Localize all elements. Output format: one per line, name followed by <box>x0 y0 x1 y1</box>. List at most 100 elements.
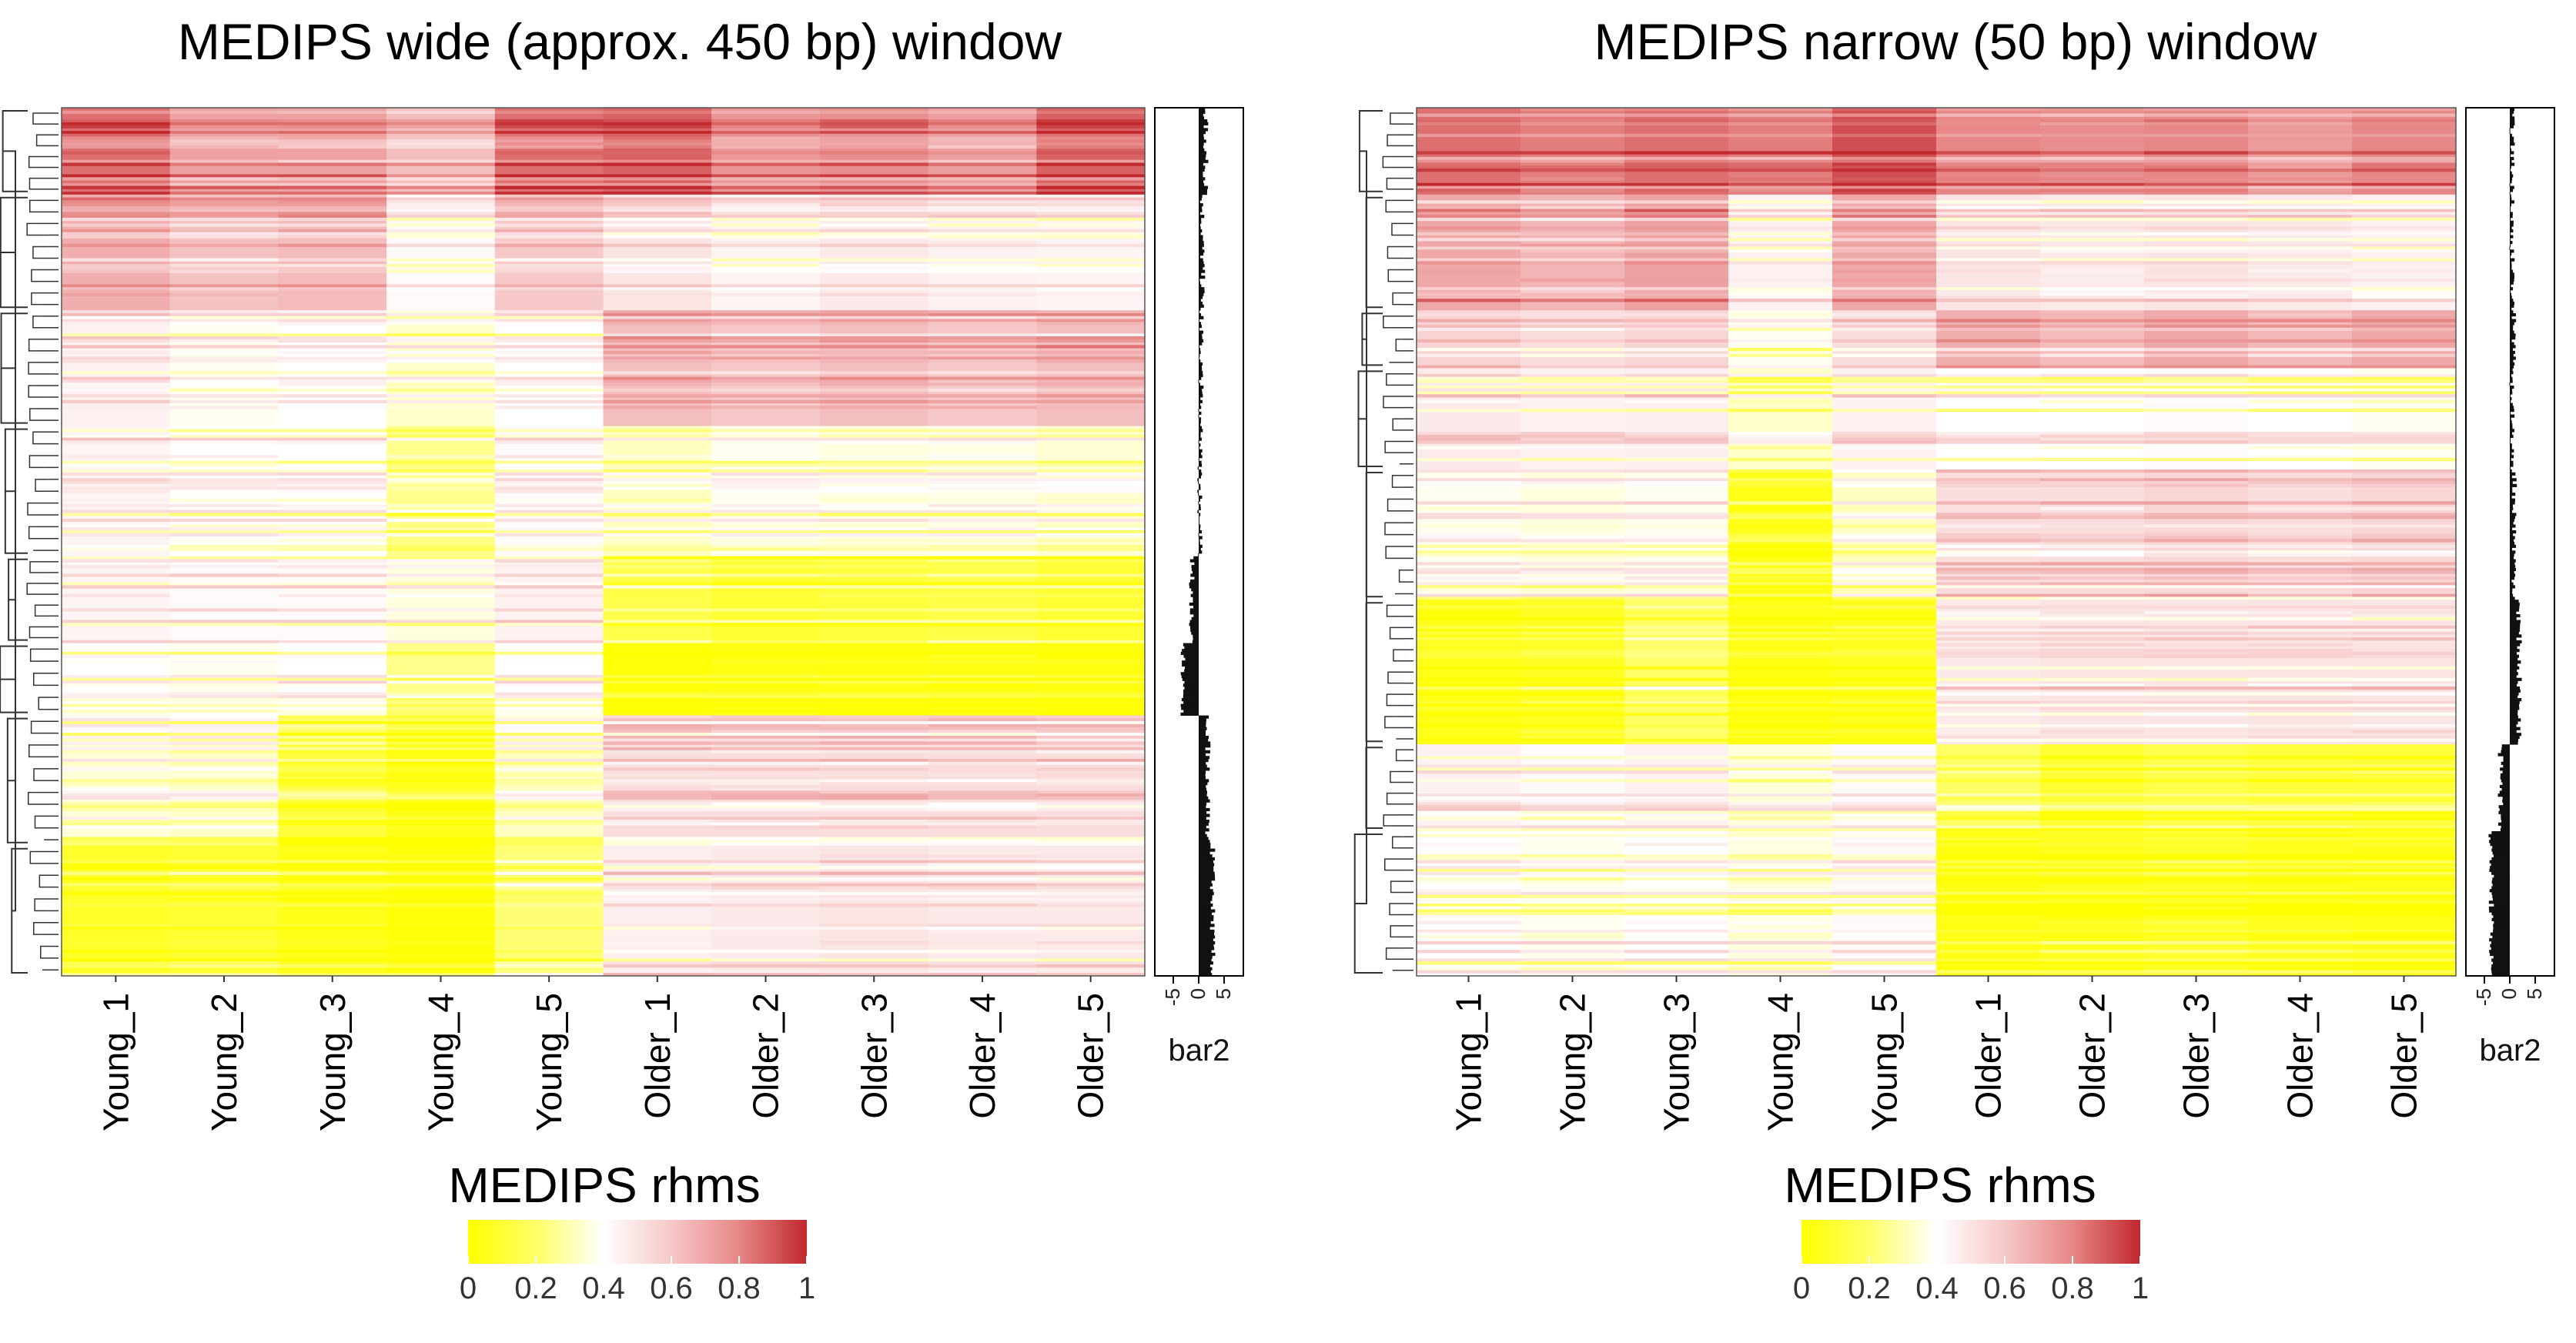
heatmap-cell <box>2040 703 2145 707</box>
side-bar-value <box>2510 353 2514 357</box>
heatmap-cell <box>2144 394 2249 398</box>
heatmap-cell <box>819 527 929 531</box>
heatmap-cell <box>928 741 1037 745</box>
heatmap-cell <box>2144 935 2249 939</box>
heatmap-cell <box>278 660 387 664</box>
heatmap-cell <box>1036 136 1146 140</box>
side-bar-value <box>2510 565 2516 569</box>
heatmap-cell <box>1521 712 1625 717</box>
heatmap-cell <box>603 973 712 977</box>
side-bar-value <box>2509 440 2511 444</box>
heatmap-cell <box>1728 866 1833 870</box>
heatmap-cell <box>928 767 1037 771</box>
heatmap-cell <box>819 145 929 149</box>
heatmap-cell <box>169 339 279 343</box>
heatmap-cell <box>278 741 387 745</box>
heatmap-cell <box>1521 269 1625 273</box>
heatmap-cell <box>1417 339 1521 343</box>
heatmap-cell <box>1832 215 1937 219</box>
heatmap-cell <box>1832 950 1937 954</box>
heatmap-cell <box>819 339 929 343</box>
heatmap-cell <box>1521 182 1625 187</box>
side-bar-value <box>2510 556 2514 560</box>
side-bar-value <box>1199 761 1206 765</box>
heatmap-cell <box>494 310 604 314</box>
heatmap-cell <box>62 429 171 433</box>
heatmap-cell <box>928 819 1037 824</box>
heatmap-cell <box>1417 614 1521 618</box>
heatmap-cell <box>278 162 387 166</box>
heatmap-cell <box>711 406 821 409</box>
heatmap-cell <box>278 371 387 375</box>
heatmap-cell <box>1417 122 1521 126</box>
dendrogram-branch <box>1365 747 1383 829</box>
heatmap-cell <box>2248 880 2353 884</box>
heatmap-cell <box>711 136 821 140</box>
heatmap-cell <box>711 110 821 115</box>
side-bar-value <box>2510 576 2515 580</box>
heatmap-cell <box>494 530 604 534</box>
heatmap-cell <box>1936 576 2041 580</box>
heatmap-cell <box>62 524 171 528</box>
heatmap-cell <box>2352 585 2457 589</box>
heatmap-cell <box>819 741 929 745</box>
heatmap-cell <box>386 530 496 534</box>
heatmap-cell <box>2248 961 2353 965</box>
heatmap-cell <box>1936 159 2041 163</box>
heatmap-cell <box>1036 733 1146 737</box>
heatmap-cell <box>1417 810 1521 814</box>
heatmap-cell <box>2040 735 2145 740</box>
dendrogram-branch <box>1383 814 1403 827</box>
dendrogram-branch <box>1390 925 1400 938</box>
heatmap-cell <box>2352 209 2457 212</box>
heatmap-cell <box>2248 327 2353 332</box>
heatmap-cell <box>1036 651 1146 656</box>
heatmap-cell <box>494 440 604 444</box>
heatmap-cell <box>603 761 712 766</box>
heatmap-cell <box>1036 822 1146 826</box>
heatmap-cell <box>1832 524 1937 528</box>
heatmap-cell <box>2144 593 2249 597</box>
side-bar-value <box>1181 698 1199 702</box>
heatmap-cell <box>1936 481 2041 485</box>
heatmap-cell <box>386 840 496 844</box>
heatmap-cell <box>62 877 171 881</box>
heatmap-cell <box>928 825 1037 829</box>
heatmap-cell <box>2352 643 2457 646</box>
heatmap-cell <box>1521 912 1625 916</box>
side-bar-value <box>2510 154 2511 158</box>
heatmap-cell <box>1728 605 1833 609</box>
heatmap-cell <box>62 817 171 820</box>
heatmap-cell <box>711 863 821 867</box>
side-bar-value <box>1198 379 1199 383</box>
heatmap-cell <box>169 651 279 656</box>
heatmap-cell <box>2040 189 2145 192</box>
heatmap-cell <box>169 312 279 317</box>
heatmap-cell <box>386 319 496 322</box>
heatmap-cell <box>1728 796 1833 800</box>
heatmap-cell <box>603 145 712 149</box>
side-bar-value <box>1199 718 1206 722</box>
heatmap-cell <box>819 269 929 273</box>
heatmap-cell <box>819 406 929 409</box>
side-bar-value <box>2510 516 2516 519</box>
heatmap-cell <box>711 819 821 824</box>
heatmap-cell <box>819 359 929 363</box>
heatmap-cell <box>819 802 929 806</box>
heatmap-cell <box>1036 486 1146 490</box>
heatmap-cell <box>1624 215 1729 219</box>
heatmap-cell <box>2040 817 2145 820</box>
heatmap-cell <box>1624 544 1729 549</box>
heatmap-cell <box>1521 614 1625 618</box>
heatmap-cell <box>1728 185 1833 189</box>
heatmap-cell <box>1036 761 1146 766</box>
heatmap-cell <box>711 585 821 589</box>
side-bar-value <box>1199 235 1203 239</box>
heatmap-cell <box>62 547 171 551</box>
heatmap-cell <box>169 463 279 467</box>
heatmap-cell <box>1521 828 1625 832</box>
heatmap-cell <box>2040 469 2145 473</box>
heatmap-cell <box>1417 687 1521 690</box>
heatmap-cell <box>1832 596 1937 600</box>
heatmap-cell <box>1521 217 1625 222</box>
